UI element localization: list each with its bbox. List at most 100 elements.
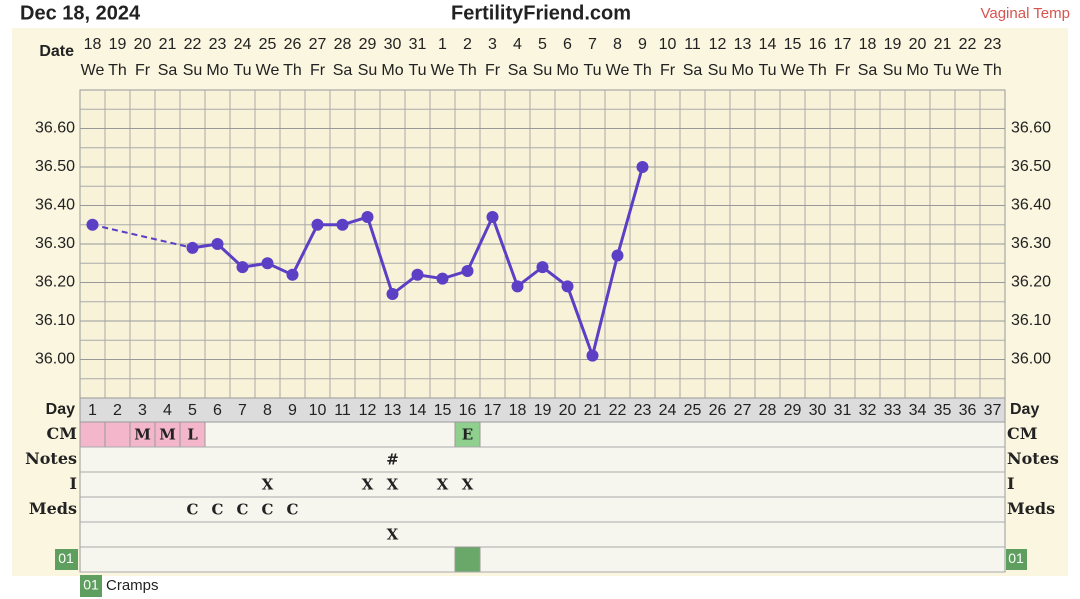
day-number: 13 (384, 402, 402, 419)
date-label: 26 (284, 36, 302, 53)
row-code-box (55, 549, 78, 570)
day-number: 33 (884, 402, 902, 419)
day-number: 32 (859, 402, 877, 419)
weekday-label: Sa (858, 62, 878, 79)
day-number: 4 (163, 402, 172, 419)
date-label: 10 (659, 36, 677, 53)
weekday-label: Mo (906, 62, 928, 79)
legend-code: 01 (83, 577, 99, 593)
row-label: Notes (25, 449, 77, 468)
weekday-label: Sa (508, 62, 528, 79)
date-label: 6 (563, 36, 572, 53)
date-label: 16 (809, 36, 827, 53)
weekday-label: Mo (381, 62, 403, 79)
weekday-label: Th (283, 62, 302, 79)
cell-text: L (187, 426, 198, 444)
y-tick-label: 36.60 (35, 120, 75, 137)
y-tick-label: 36.30 (35, 235, 75, 252)
weekday-label: Th (808, 62, 827, 79)
cell-fill (129, 421, 156, 448)
cell-text: E (462, 426, 473, 444)
weekday-label: Su (358, 62, 378, 79)
temp-point (86, 218, 99, 231)
date-label: 23 (209, 36, 227, 53)
weekday-label: Su (533, 62, 553, 79)
day-number: 12 (359, 402, 377, 419)
weekday-label: Fr (310, 62, 326, 79)
y-tick-label: 36.10 (35, 312, 75, 329)
weekday-label: Th (633, 62, 652, 79)
cell-fill (454, 546, 481, 573)
weekday-label: We (431, 62, 455, 79)
weekday-label: Su (883, 62, 903, 79)
date-label: 23 (984, 36, 1002, 53)
day-number: 30 (809, 402, 827, 419)
site-name: FertilityFriend.com (451, 2, 631, 24)
weekday-label: Tu (408, 62, 426, 79)
weekday-label: Sa (158, 62, 178, 79)
day-number: 24 (659, 402, 677, 419)
weekday-label: Mo (556, 62, 578, 79)
cell-text: M (159, 426, 176, 444)
cell-fill (154, 421, 181, 448)
day-label: Day (46, 401, 75, 418)
weekday-label: Mo (206, 62, 228, 79)
weekday-label: We (256, 62, 280, 79)
cell-text: C (262, 501, 274, 519)
cell-text: X (387, 476, 399, 494)
subtitle: Vaginal Temp (980, 5, 1070, 22)
weekday-label: Th (458, 62, 477, 79)
date-label: 19 (109, 36, 127, 53)
day-number: 19 (534, 402, 552, 419)
y-tick-label-right: 36.20 (1011, 274, 1051, 291)
cell-text: X (387, 526, 399, 544)
y-tick-label-right: 36.30 (1011, 235, 1051, 252)
temp-point (236, 261, 249, 274)
temp-point (186, 241, 199, 254)
y-tick-label-right: 36.60 (1011, 120, 1051, 137)
cell-text: X (462, 476, 474, 494)
row-label-right: CM (1007, 424, 1037, 443)
legend-code-box (80, 575, 102, 597)
date-label: 28 (334, 36, 352, 53)
temp-point (311, 218, 324, 231)
cell-fill (104, 421, 131, 448)
date-label: 7 (588, 36, 597, 53)
day-number: 25 (684, 402, 702, 419)
y-tick-label: 36.20 (35, 274, 75, 291)
cell-text: M (134, 426, 151, 444)
day-number: 31 (834, 402, 852, 419)
cell-text: C (237, 501, 249, 519)
day-number: 34 (909, 402, 927, 419)
day-number: 2 (113, 402, 122, 419)
weekday-label: Tu (233, 62, 251, 79)
day-number: 37 (984, 402, 1002, 419)
day-number: 1 (88, 402, 97, 419)
weekday-label: We (606, 62, 630, 79)
temp-point (361, 211, 374, 224)
day-number: 35 (934, 402, 952, 419)
weekday-label: Su (708, 62, 728, 79)
day-number: 17 (484, 402, 502, 419)
day-number: 14 (409, 402, 427, 419)
row-label: Meds (29, 499, 77, 518)
day-number: 16 (459, 402, 477, 419)
temp-point (261, 257, 274, 270)
weekday-label: Tu (933, 62, 951, 79)
date-label: 18 (84, 36, 102, 53)
cell-text: # (386, 451, 399, 469)
day-number: 6 (213, 402, 222, 419)
weekday-label: Th (108, 62, 127, 79)
temp-point (286, 268, 299, 281)
day-number: 8 (263, 402, 272, 419)
legend-text: Cramps (106, 577, 159, 594)
date-label: 13 (734, 36, 752, 53)
date-label: Date (39, 43, 74, 60)
weekday-label: Tu (583, 62, 601, 79)
date-label: 9 (638, 36, 647, 53)
gap-connector (92, 223, 193, 249)
day-number: 29 (784, 402, 802, 419)
day-label-right: Day (1010, 401, 1039, 418)
cell-fill (79, 421, 106, 448)
